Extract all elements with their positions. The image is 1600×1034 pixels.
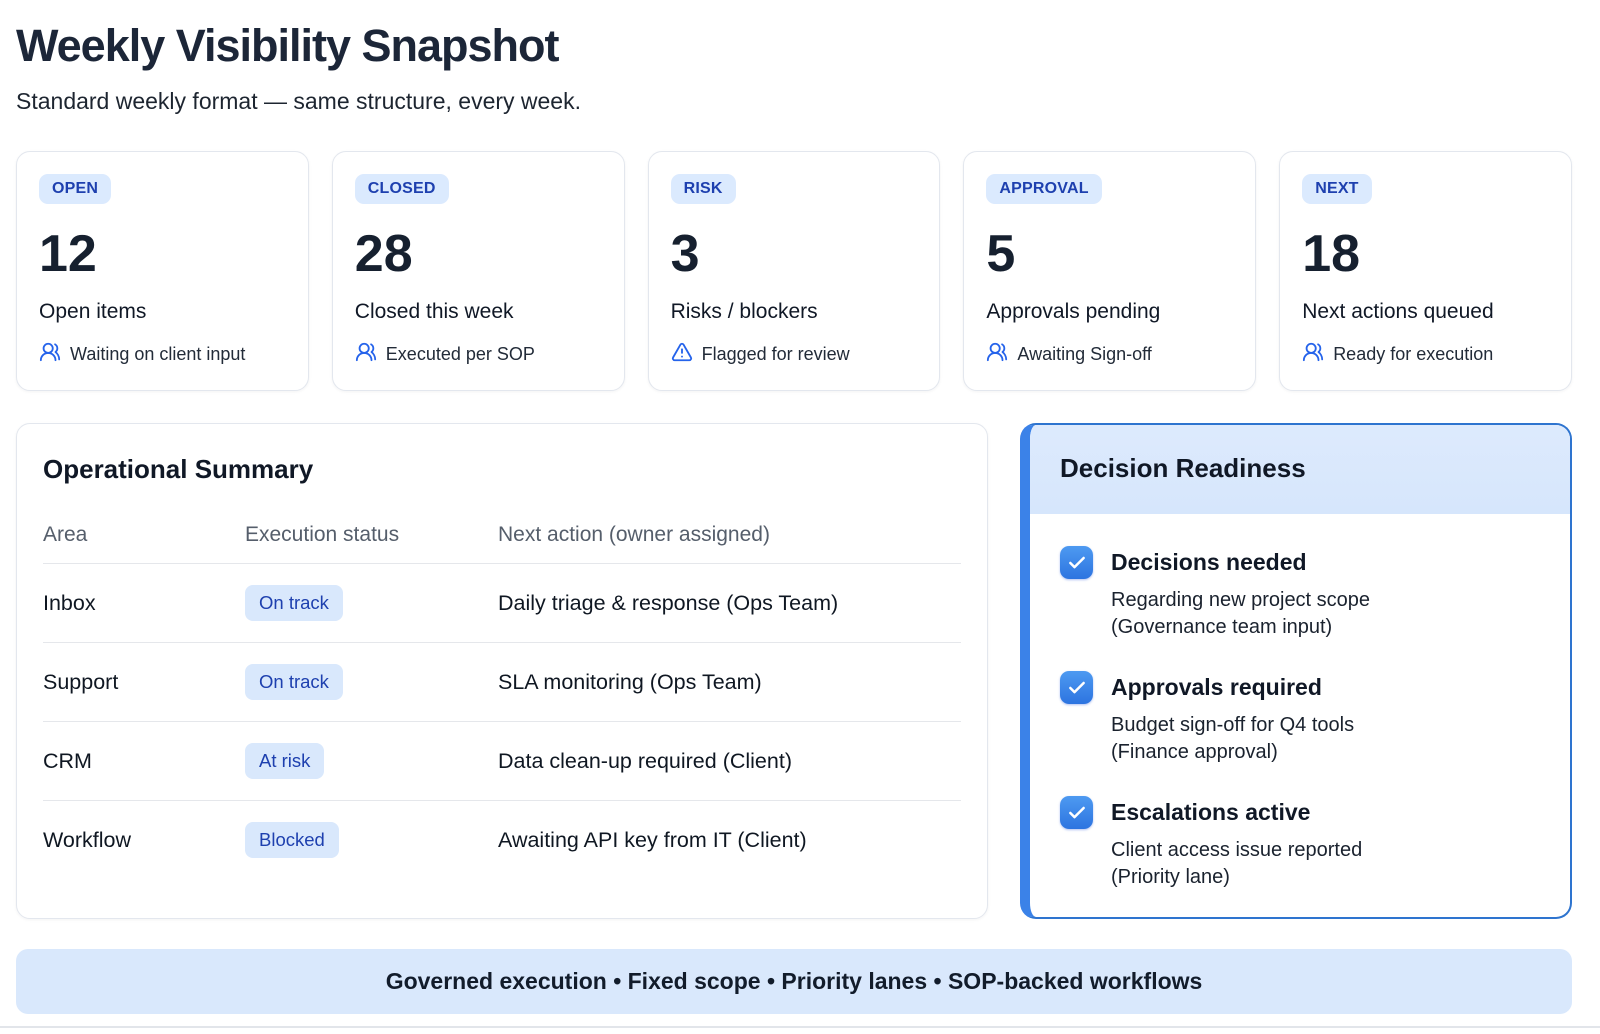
- users-icon: [355, 341, 377, 368]
- status-badge: On track: [245, 664, 343, 700]
- column-header-status: Execution status: [245, 523, 400, 546]
- column-header-area: Area: [43, 523, 88, 546]
- stat-note: Flagged for review: [671, 341, 918, 368]
- stat-note-text: Flagged for review: [701, 344, 850, 364]
- column-header-action: Next action (owner assigned): [498, 523, 770, 546]
- area-cell: Inbox: [43, 563, 245, 643]
- decision-item-texts: Escalations active Client access issue r…: [1111, 796, 1431, 891]
- status-cell: Blocked: [245, 800, 498, 879]
- stat-value: 3: [670, 225, 700, 283]
- stat-value: 18: [1302, 225, 1361, 283]
- list-item-escalations-active: Escalations active Client access issue r…: [1060, 796, 1540, 891]
- page-bottom-divider: [0, 1026, 1600, 1028]
- action-cell: Data clean-up required (Client): [498, 721, 961, 801]
- list-item-decisions-needed: Decisions needed Regarding new project s…: [1060, 546, 1540, 641]
- action-cell: Daily triage & response (Ops Team): [498, 563, 961, 643]
- status-badge: NEXT: [1302, 174, 1372, 204]
- stat-note-text: Waiting on client input: [70, 344, 246, 364]
- alert-triangle-icon: [671, 341, 693, 368]
- stat-note-text: Awaiting Sign-off: [1017, 344, 1152, 364]
- checkbox-checked-icon[interactable]: [1060, 546, 1093, 579]
- stat-label: Risks / blockers: [670, 300, 818, 323]
- status-badge: OPEN: [39, 174, 112, 204]
- decision-item-title: Decisions needed: [1111, 549, 1307, 575]
- decision-item-texts: Approvals required Budget sign-off for Q…: [1111, 671, 1431, 766]
- action-cell: Awaiting API key from IT (Client): [498, 800, 961, 879]
- stat-cards-row: OPEN 12 Open items Waiting on client inp…: [16, 151, 1572, 391]
- stat-card-closed: CLOSED 28 Closed this week Executed per …: [331, 151, 625, 391]
- operational-summary-title: Operational Summary: [43, 454, 314, 484]
- decision-item-title: Escalations active: [1111, 799, 1311, 825]
- area-cell: Support: [43, 642, 245, 722]
- area-cell: CRM: [43, 721, 245, 801]
- stat-card-open: OPEN 12 Open items Waiting on client inp…: [16, 151, 309, 391]
- table-header-row: Area Execution status Next action (owner…: [43, 499, 961, 564]
- stat-label: Closed this week: [354, 300, 514, 323]
- operational-summary-table: Area Execution status Next action (owner…: [43, 499, 961, 879]
- status-badge: APPROVAL: [986, 174, 1102, 204]
- stat-card-risk: RISK 3 Risks / blockers Flagged for revi…: [647, 151, 941, 391]
- list-item-approvals-required: Approvals required Budget sign-off for Q…: [1060, 671, 1540, 766]
- stat-note: Executed per SOP: [355, 341, 602, 368]
- decision-readiness-card: Decision Readiness Decisions needed Rega…: [1020, 423, 1572, 919]
- stat-value: 5: [986, 225, 1016, 283]
- status-badge: On track: [245, 585, 343, 621]
- stat-value: 12: [39, 225, 97, 283]
- users-icon: [39, 341, 61, 368]
- table-row: Support On track SLA monitoring (Ops Tea…: [43, 642, 961, 722]
- operational-summary-card: Operational Summary Area Execution statu…: [16, 423, 988, 919]
- stat-value: 28: [354, 225, 413, 283]
- checkbox-checked-icon[interactable]: [1060, 796, 1093, 829]
- stat-note: Awaiting Sign-off: [986, 341, 1233, 368]
- stat-note-text: Ready for execution: [1333, 344, 1494, 364]
- stat-card-next: NEXT 18 Next actions queued Ready for ex…: [1279, 151, 1572, 391]
- decision-item-texts: Decisions needed Regarding new project s…: [1111, 546, 1431, 641]
- status-cell: On track: [245, 642, 498, 722]
- stat-note-text: Executed per SOP: [385, 344, 535, 364]
- status-badge: RISK: [670, 174, 736, 204]
- table-row: CRM At risk Data clean-up required (Clie…: [43, 721, 961, 801]
- stat-card-approval: APPROVAL 5 Approvals pending Awaiting Si…: [963, 151, 1257, 391]
- page-title: Weekly Visibility Snapshot: [16, 20, 560, 71]
- users-icon: [986, 341, 1008, 368]
- page-subtitle: Standard weekly format — same structure,…: [16, 88, 581, 114]
- table-row: Workflow Blocked Awaiting API key from I…: [43, 800, 961, 879]
- status-cell: At risk: [245, 721, 498, 801]
- status-badge: At risk: [245, 743, 325, 779]
- stat-label: Next actions queued: [1302, 300, 1494, 323]
- area-cell: Workflow: [43, 800, 245, 879]
- stat-note: Waiting on client input: [39, 341, 286, 368]
- decision-item-description: Budget sign-off for Q4 tools (Finance ap…: [1111, 714, 1355, 763]
- stat-note: Ready for execution: [1302, 341, 1549, 368]
- checkbox-checked-icon[interactable]: [1060, 671, 1093, 704]
- status-cell: On track: [245, 563, 498, 643]
- status-badge: Blocked: [245, 822, 339, 858]
- action-cell: SLA monitoring (Ops Team): [498, 642, 961, 722]
- decision-readiness-list: Decisions needed Regarding new project s…: [1030, 514, 1570, 917]
- table-row: Inbox On track Daily triage & response (…: [43, 563, 961, 643]
- decision-item-description: Regarding new project scope (Governance …: [1111, 589, 1371, 638]
- users-icon: [1302, 341, 1324, 368]
- decision-readiness-title: Decision Readiness: [1030, 425, 1570, 514]
- stat-label: Open items: [39, 300, 147, 323]
- decision-item-title: Approvals required: [1111, 674, 1322, 700]
- stat-label: Approvals pending: [986, 300, 1161, 323]
- main-content-row: Operational Summary Area Execution statu…: [16, 423, 1572, 919]
- status-badge: CLOSED: [354, 174, 449, 204]
- decision-item-description: Client access issue reported (Priority l…: [1111, 839, 1363, 888]
- footer-banner: Governed execution • Fixed scope • Prior…: [16, 949, 1572, 1014]
